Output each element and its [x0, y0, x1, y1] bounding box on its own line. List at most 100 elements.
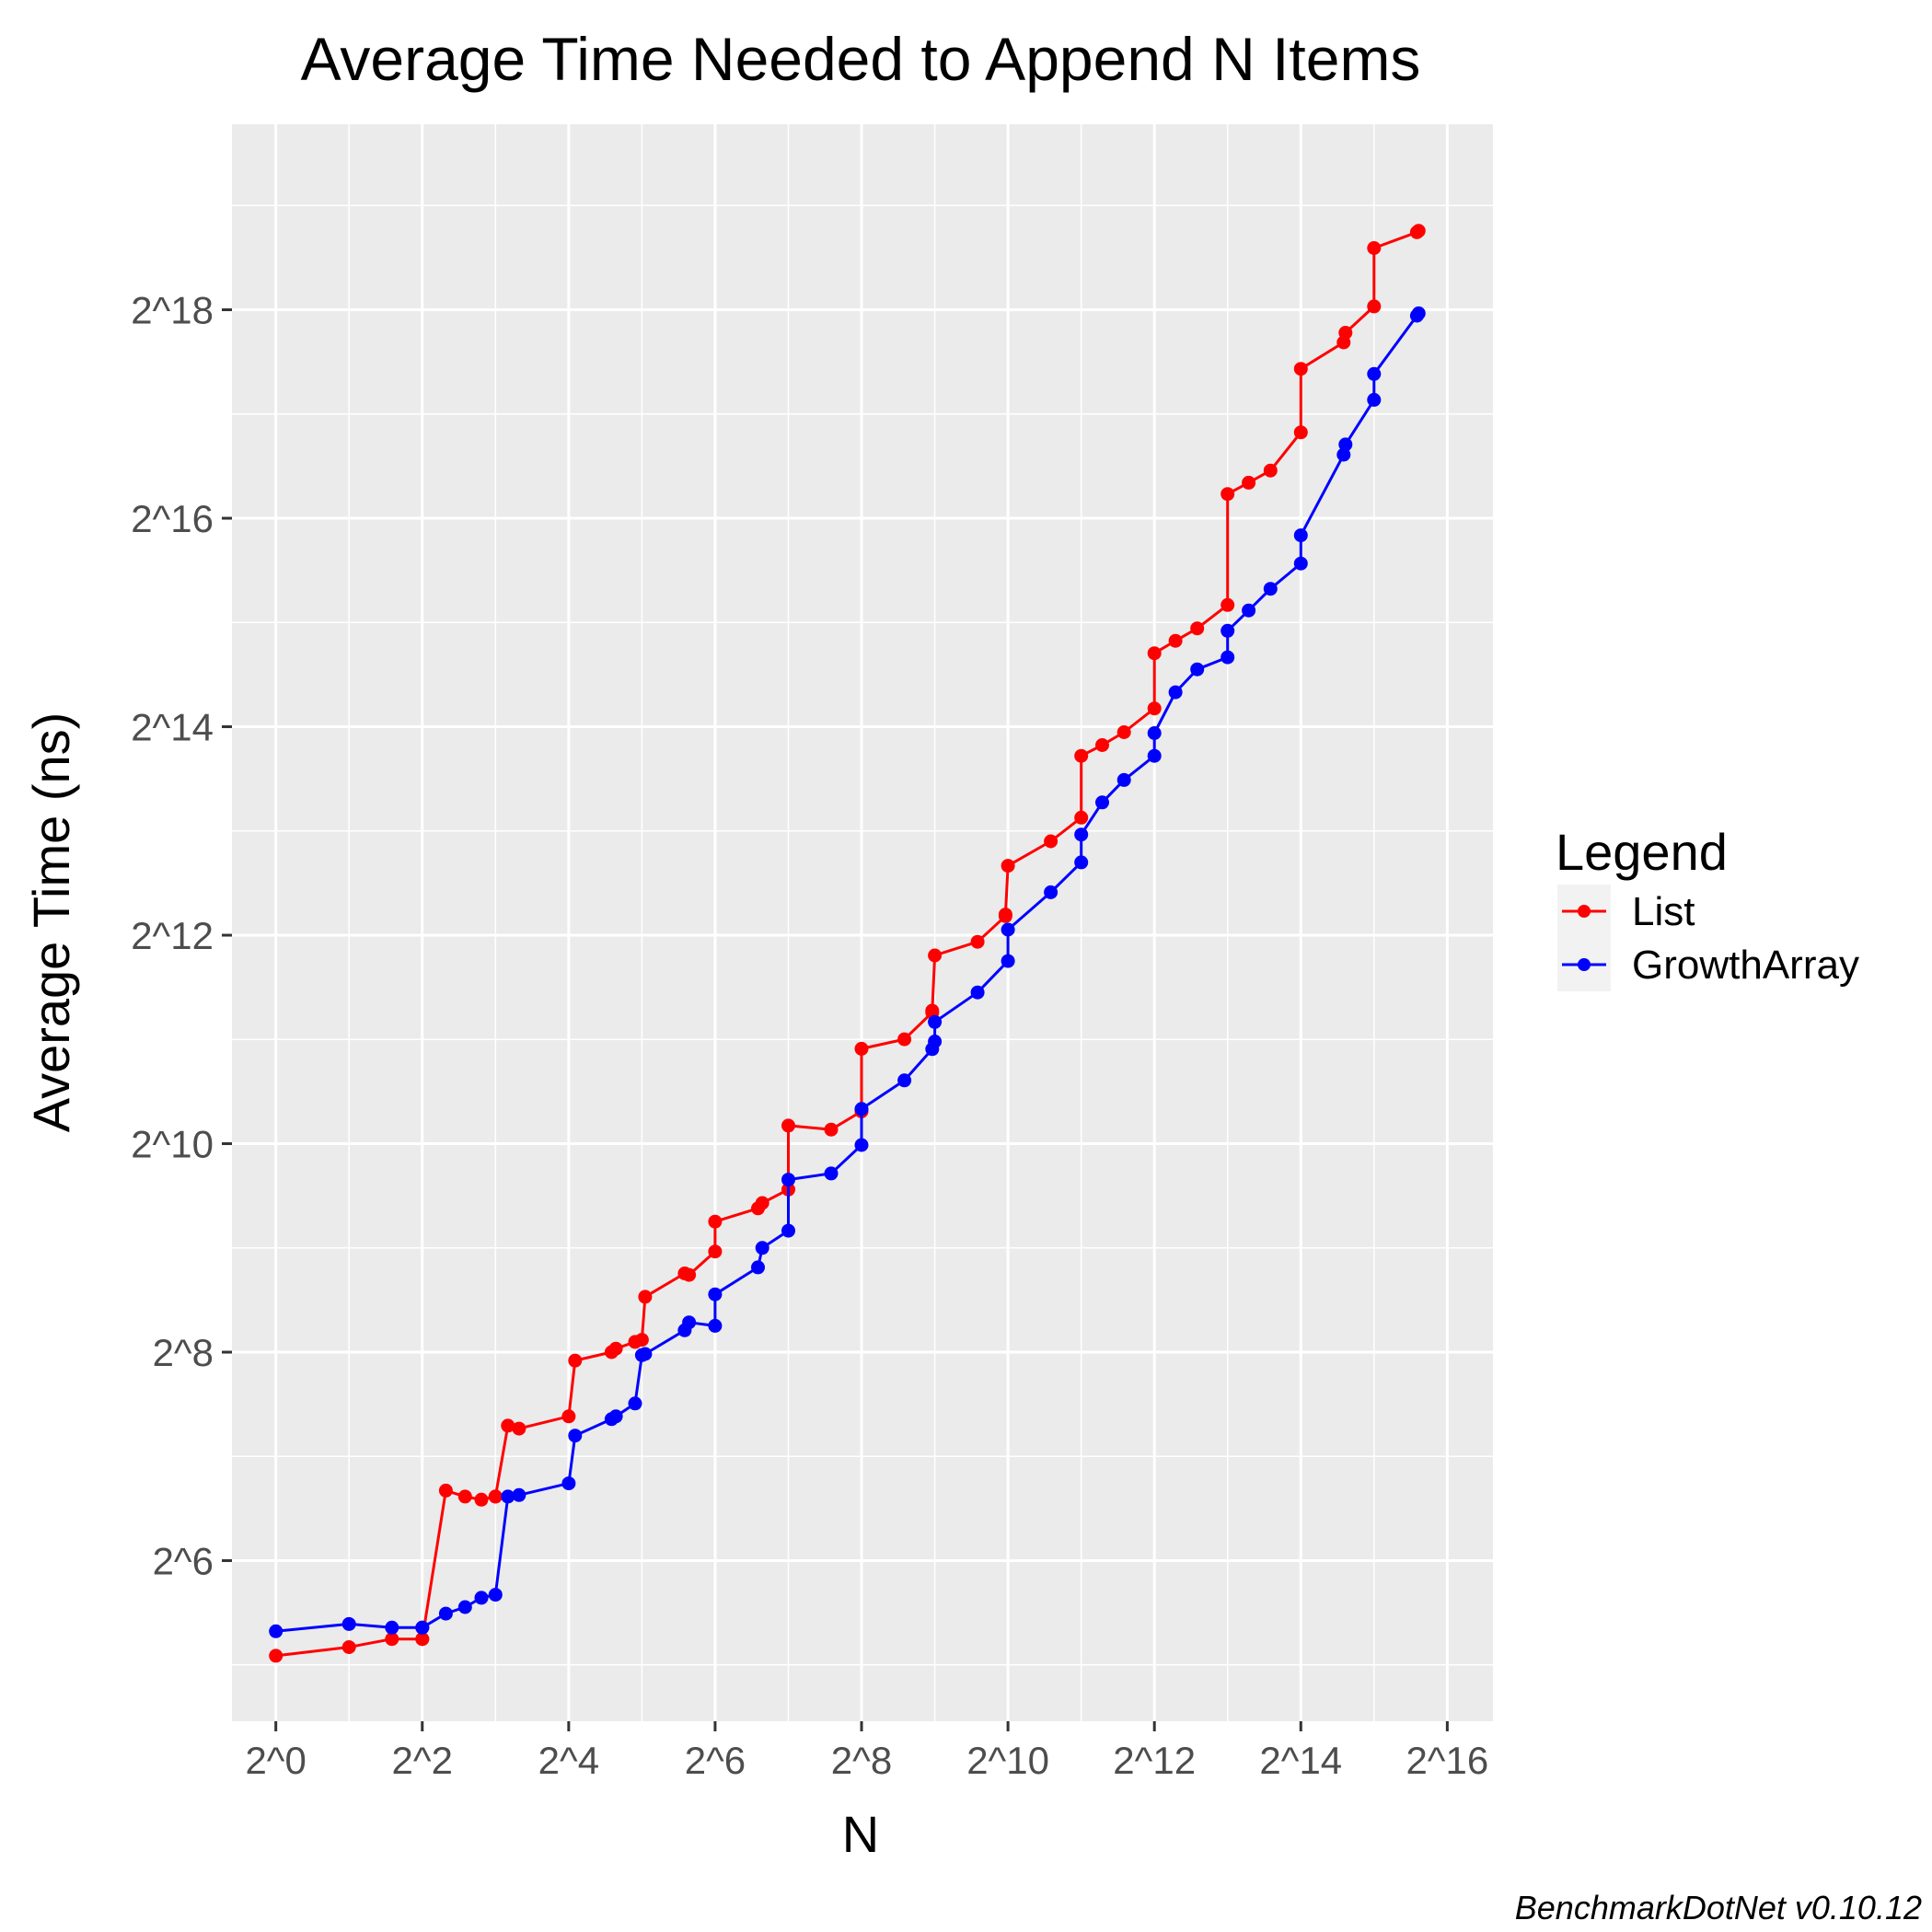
data-point-list [998, 908, 1012, 922]
data-point-growtharray [1116, 772, 1131, 787]
data-point-growtharray [1338, 437, 1353, 452]
data-point-growtharray [928, 1014, 943, 1029]
data-point-growtharray [1411, 306, 1426, 320]
y-tick-label: 2^16 [131, 497, 214, 540]
data-point-list [1221, 487, 1235, 502]
y-tick-label: 2^8 [153, 1331, 214, 1374]
data-point-growtharray [708, 1287, 723, 1301]
x-tick-label: 2^6 [685, 1739, 746, 1782]
x-axis-title: N [842, 1805, 879, 1863]
data-point-list [561, 1409, 576, 1424]
data-point-list [638, 1290, 653, 1304]
y-tick-label: 2^14 [131, 706, 214, 749]
data-point-growtharray [1044, 885, 1059, 899]
data-point-list [708, 1214, 723, 1229]
data-point-list [1168, 633, 1183, 648]
data-point-growtharray [854, 1102, 869, 1116]
data-point-growtharray [457, 1600, 472, 1614]
data-point-growtharray [970, 985, 985, 1000]
data-point-list [634, 1333, 649, 1348]
data-point-growtharray [1293, 528, 1308, 543]
legend-label-growtharray: GrowthArray [1632, 943, 1859, 988]
data-point-growtharray [561, 1476, 576, 1491]
data-point-growtharray [854, 1138, 869, 1152]
data-point-growtharray [638, 1347, 653, 1361]
data-point-list [457, 1489, 472, 1504]
data-point-growtharray [269, 1624, 283, 1638]
data-point-list [1095, 738, 1109, 752]
legend: Legend List GrowthArray [1556, 823, 1859, 991]
data-point-list [854, 1041, 869, 1056]
data-point-growtharray [1074, 855, 1089, 870]
data-point-list [1116, 725, 1131, 739]
data-point-list [501, 1418, 515, 1433]
y-tick-label: 2^12 [131, 914, 214, 957]
data-point-list [1367, 299, 1382, 314]
data-point-list [385, 1632, 399, 1647]
data-point-growtharray [755, 1241, 769, 1255]
y-axis-title: Average Time (ns) [22, 712, 80, 1132]
x-tick-label: 2^4 [538, 1739, 599, 1782]
data-point-growtharray [751, 1260, 765, 1275]
data-point-list [682, 1267, 697, 1282]
data-point-growtharray [1074, 827, 1089, 842]
data-point-list [824, 1122, 839, 1137]
legend-marker-list [1578, 905, 1591, 918]
x-tick-label: 2^16 [1406, 1739, 1488, 1782]
data-point-list [1147, 701, 1162, 716]
y-axis: 2^6 2^8 2^10 2^12 2^14 2^16 2^18 [131, 289, 232, 1583]
data-point-growtharray [1147, 726, 1162, 740]
data-point-growtharray [474, 1591, 489, 1605]
data-point-growtharray [568, 1429, 583, 1443]
data-point-growtharray [824, 1166, 839, 1181]
series-growtharray [269, 306, 1426, 1638]
data-point-list [928, 948, 943, 963]
data-point-list [415, 1632, 430, 1647]
series-layer [269, 224, 1426, 1663]
data-point-list [1411, 224, 1426, 238]
data-point-list [1367, 241, 1382, 255]
data-point-list [708, 1244, 723, 1259]
legend-label-list: List [1632, 889, 1695, 934]
data-point-growtharray [1168, 685, 1183, 700]
data-point-growtharray [781, 1173, 795, 1187]
data-point-list [512, 1421, 526, 1436]
data-point-growtharray [488, 1588, 503, 1602]
data-point-growtharray [928, 1035, 943, 1048]
data-point-growtharray [1336, 447, 1351, 462]
data-point-growtharray [1095, 795, 1109, 810]
data-point-list [1074, 810, 1089, 825]
data-point-list [970, 934, 985, 949]
x-tick-label: 2^0 [245, 1739, 306, 1782]
data-point-growtharray [1367, 392, 1382, 407]
data-point-list [1293, 425, 1308, 440]
data-point-list [1263, 463, 1278, 478]
data-point-list [897, 1032, 912, 1047]
data-point-list [1293, 362, 1308, 376]
data-point-list [755, 1196, 769, 1210]
data-point-growtharray [897, 1073, 912, 1088]
data-point-growtharray [608, 1409, 623, 1424]
data-point-growtharray [1190, 662, 1205, 677]
x-axis: 2^0 2^2 2^4 2^6 2^8 2^10 2^12 2^14 2^16 [245, 1721, 1488, 1782]
y-tick-label: 2^6 [153, 1540, 214, 1583]
data-point-growtharray [628, 1396, 642, 1411]
legend-marker-growtharray [1578, 958, 1591, 971]
data-point-list [1147, 646, 1162, 661]
data-point-growtharray [682, 1315, 697, 1330]
data-point-growtharray [781, 1223, 795, 1238]
data-point-list [474, 1492, 489, 1507]
data-point-growtharray [1221, 650, 1235, 665]
data-point-growtharray [1221, 623, 1235, 638]
data-point-list [269, 1649, 283, 1663]
data-point-list [1221, 597, 1235, 612]
data-point-growtharray [1293, 556, 1308, 571]
data-point-growtharray [1147, 748, 1162, 763]
data-point-list [1190, 621, 1205, 636]
data-point-list [1074, 748, 1089, 763]
data-point-growtharray [438, 1606, 453, 1621]
data-point-list [781, 1118, 795, 1133]
data-point-growtharray [1001, 922, 1015, 937]
data-point-list [568, 1353, 583, 1368]
